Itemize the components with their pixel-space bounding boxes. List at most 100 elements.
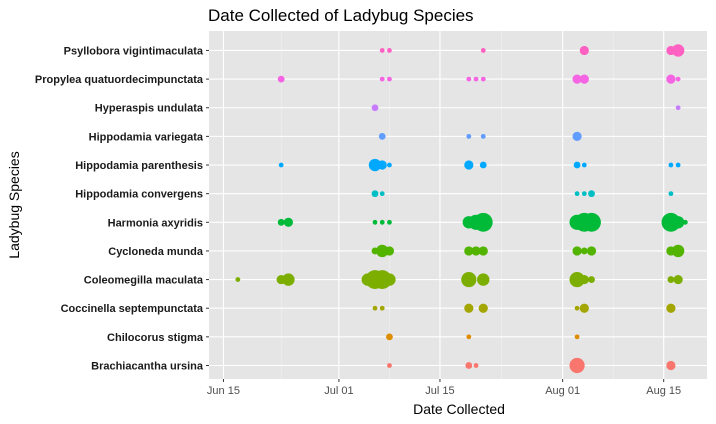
- data-point: [572, 131, 582, 141]
- data-point: [387, 76, 392, 82]
- data-point: [579, 45, 589, 56]
- y-tick-label: Chilocorus stigma: [107, 332, 204, 344]
- data-point: [666, 360, 676, 371]
- data-point: [675, 76, 681, 82]
- data-point: [378, 132, 386, 140]
- data-point: [666, 74, 676, 84]
- data-point: [588, 190, 595, 198]
- data-point: [461, 271, 477, 288]
- data-point: [480, 133, 486, 139]
- data-point: [574, 305, 580, 311]
- data-point: [586, 246, 597, 256]
- data-point: [371, 104, 379, 112]
- data-point: [478, 303, 488, 313]
- data-point: [379, 191, 385, 197]
- data-point: [579, 274, 589, 285]
- y-tick-label: Hippodamia parenthesis: [75, 160, 203, 172]
- data-point: [473, 76, 479, 82]
- data-point: [574, 334, 580, 340]
- data-point: [675, 105, 681, 111]
- y-tick-label: Propylea quatuordecimpunctata: [35, 74, 204, 86]
- x-axis-label: Date Collected: [413, 401, 505, 417]
- data-point: [479, 161, 487, 169]
- data-point: [387, 162, 392, 168]
- data-point: [368, 158, 382, 172]
- data-point: [235, 277, 241, 282]
- data-point: [477, 273, 490, 286]
- data-point: [573, 161, 581, 169]
- data-point: [668, 162, 674, 168]
- data-point: [383, 273, 396, 286]
- data-point: [473, 212, 493, 232]
- data-point: [471, 246, 481, 256]
- data-point: [387, 363, 392, 368]
- data-point: [465, 362, 473, 369]
- y-tick-label: Hippodamia convergens: [75, 189, 203, 201]
- data-point: [278, 162, 284, 168]
- data-point: [464, 160, 474, 170]
- data-point: [675, 162, 681, 168]
- data-point: [372, 219, 378, 225]
- x-tick-label: Jul 01: [324, 385, 353, 397]
- data-point: [668, 191, 674, 197]
- grid-lines: [209, 31, 707, 379]
- data-point: [480, 48, 486, 53]
- y-tick-label: Harmonia axyridis: [108, 217, 203, 229]
- x-tick-label: Jul 15: [425, 385, 454, 397]
- data-point: [277, 75, 285, 83]
- data-point: [277, 218, 285, 226]
- data-point: [478, 246, 488, 256]
- data-point: [384, 246, 395, 256]
- data-point: [283, 217, 293, 227]
- data-point: [379, 48, 385, 53]
- x-tick-label: Jun 15: [207, 385, 240, 397]
- data-point: [579, 303, 589, 313]
- y-tick-label: Coccinella septempunctata: [61, 303, 204, 315]
- data-point: [466, 133, 472, 139]
- data-point: [667, 276, 675, 283]
- x-tick-label: Aug 01: [545, 385, 580, 397]
- data-point: [473, 363, 479, 368]
- data-point: [588, 276, 595, 283]
- data-point: [377, 160, 387, 170]
- data-point: [379, 219, 385, 225]
- y-tick-label: Hyperaspis undulata: [95, 103, 204, 115]
- data-point: [387, 48, 392, 53]
- data-point: [282, 273, 295, 286]
- data-point: [480, 76, 486, 82]
- y-tick-label: Psyllobora vigintimaculata: [64, 45, 204, 57]
- data-point: [466, 334, 472, 340]
- plot-panel: [209, 31, 707, 379]
- x-axis-ticks: Jun 15 Jul 01 Jul 15 Aug 01 Aug 15: [207, 379, 681, 397]
- data-point: [569, 357, 585, 374]
- data-point: [580, 247, 588, 255]
- data-point: [379, 305, 385, 311]
- data-point: [572, 74, 582, 84]
- data-point: [569, 271, 585, 288]
- data-point: [666, 303, 676, 313]
- data-point: [673, 274, 683, 285]
- data-point: [371, 190, 379, 198]
- data-point: [581, 191, 587, 197]
- data-point: [376, 244, 389, 258]
- y-axis-ticks: Brachiacantha ursina Chilocorus stigma Coc…: [35, 45, 209, 373]
- data-points: [235, 44, 688, 374]
- data-point: [464, 303, 474, 313]
- data-point: [671, 44, 685, 57]
- chart-title: Date Collected of Ladybug Species: [208, 6, 474, 25]
- data-point: [387, 219, 392, 225]
- data-point: [386, 333, 393, 341]
- data-point: [372, 305, 378, 311]
- data-point: [466, 76, 472, 82]
- data-point: [379, 76, 385, 82]
- data-point: [682, 219, 688, 225]
- data-point: [579, 74, 589, 84]
- data-point: [572, 246, 582, 256]
- data-point: [574, 191, 580, 197]
- x-tick-label: Aug 15: [646, 385, 681, 397]
- y-tick-label: Cycloneda munda: [108, 246, 204, 258]
- data-point: [581, 162, 587, 168]
- y-tick-label: Coleomegilla maculata: [84, 275, 204, 287]
- y-axis-label: Ladybug Species: [6, 151, 22, 258]
